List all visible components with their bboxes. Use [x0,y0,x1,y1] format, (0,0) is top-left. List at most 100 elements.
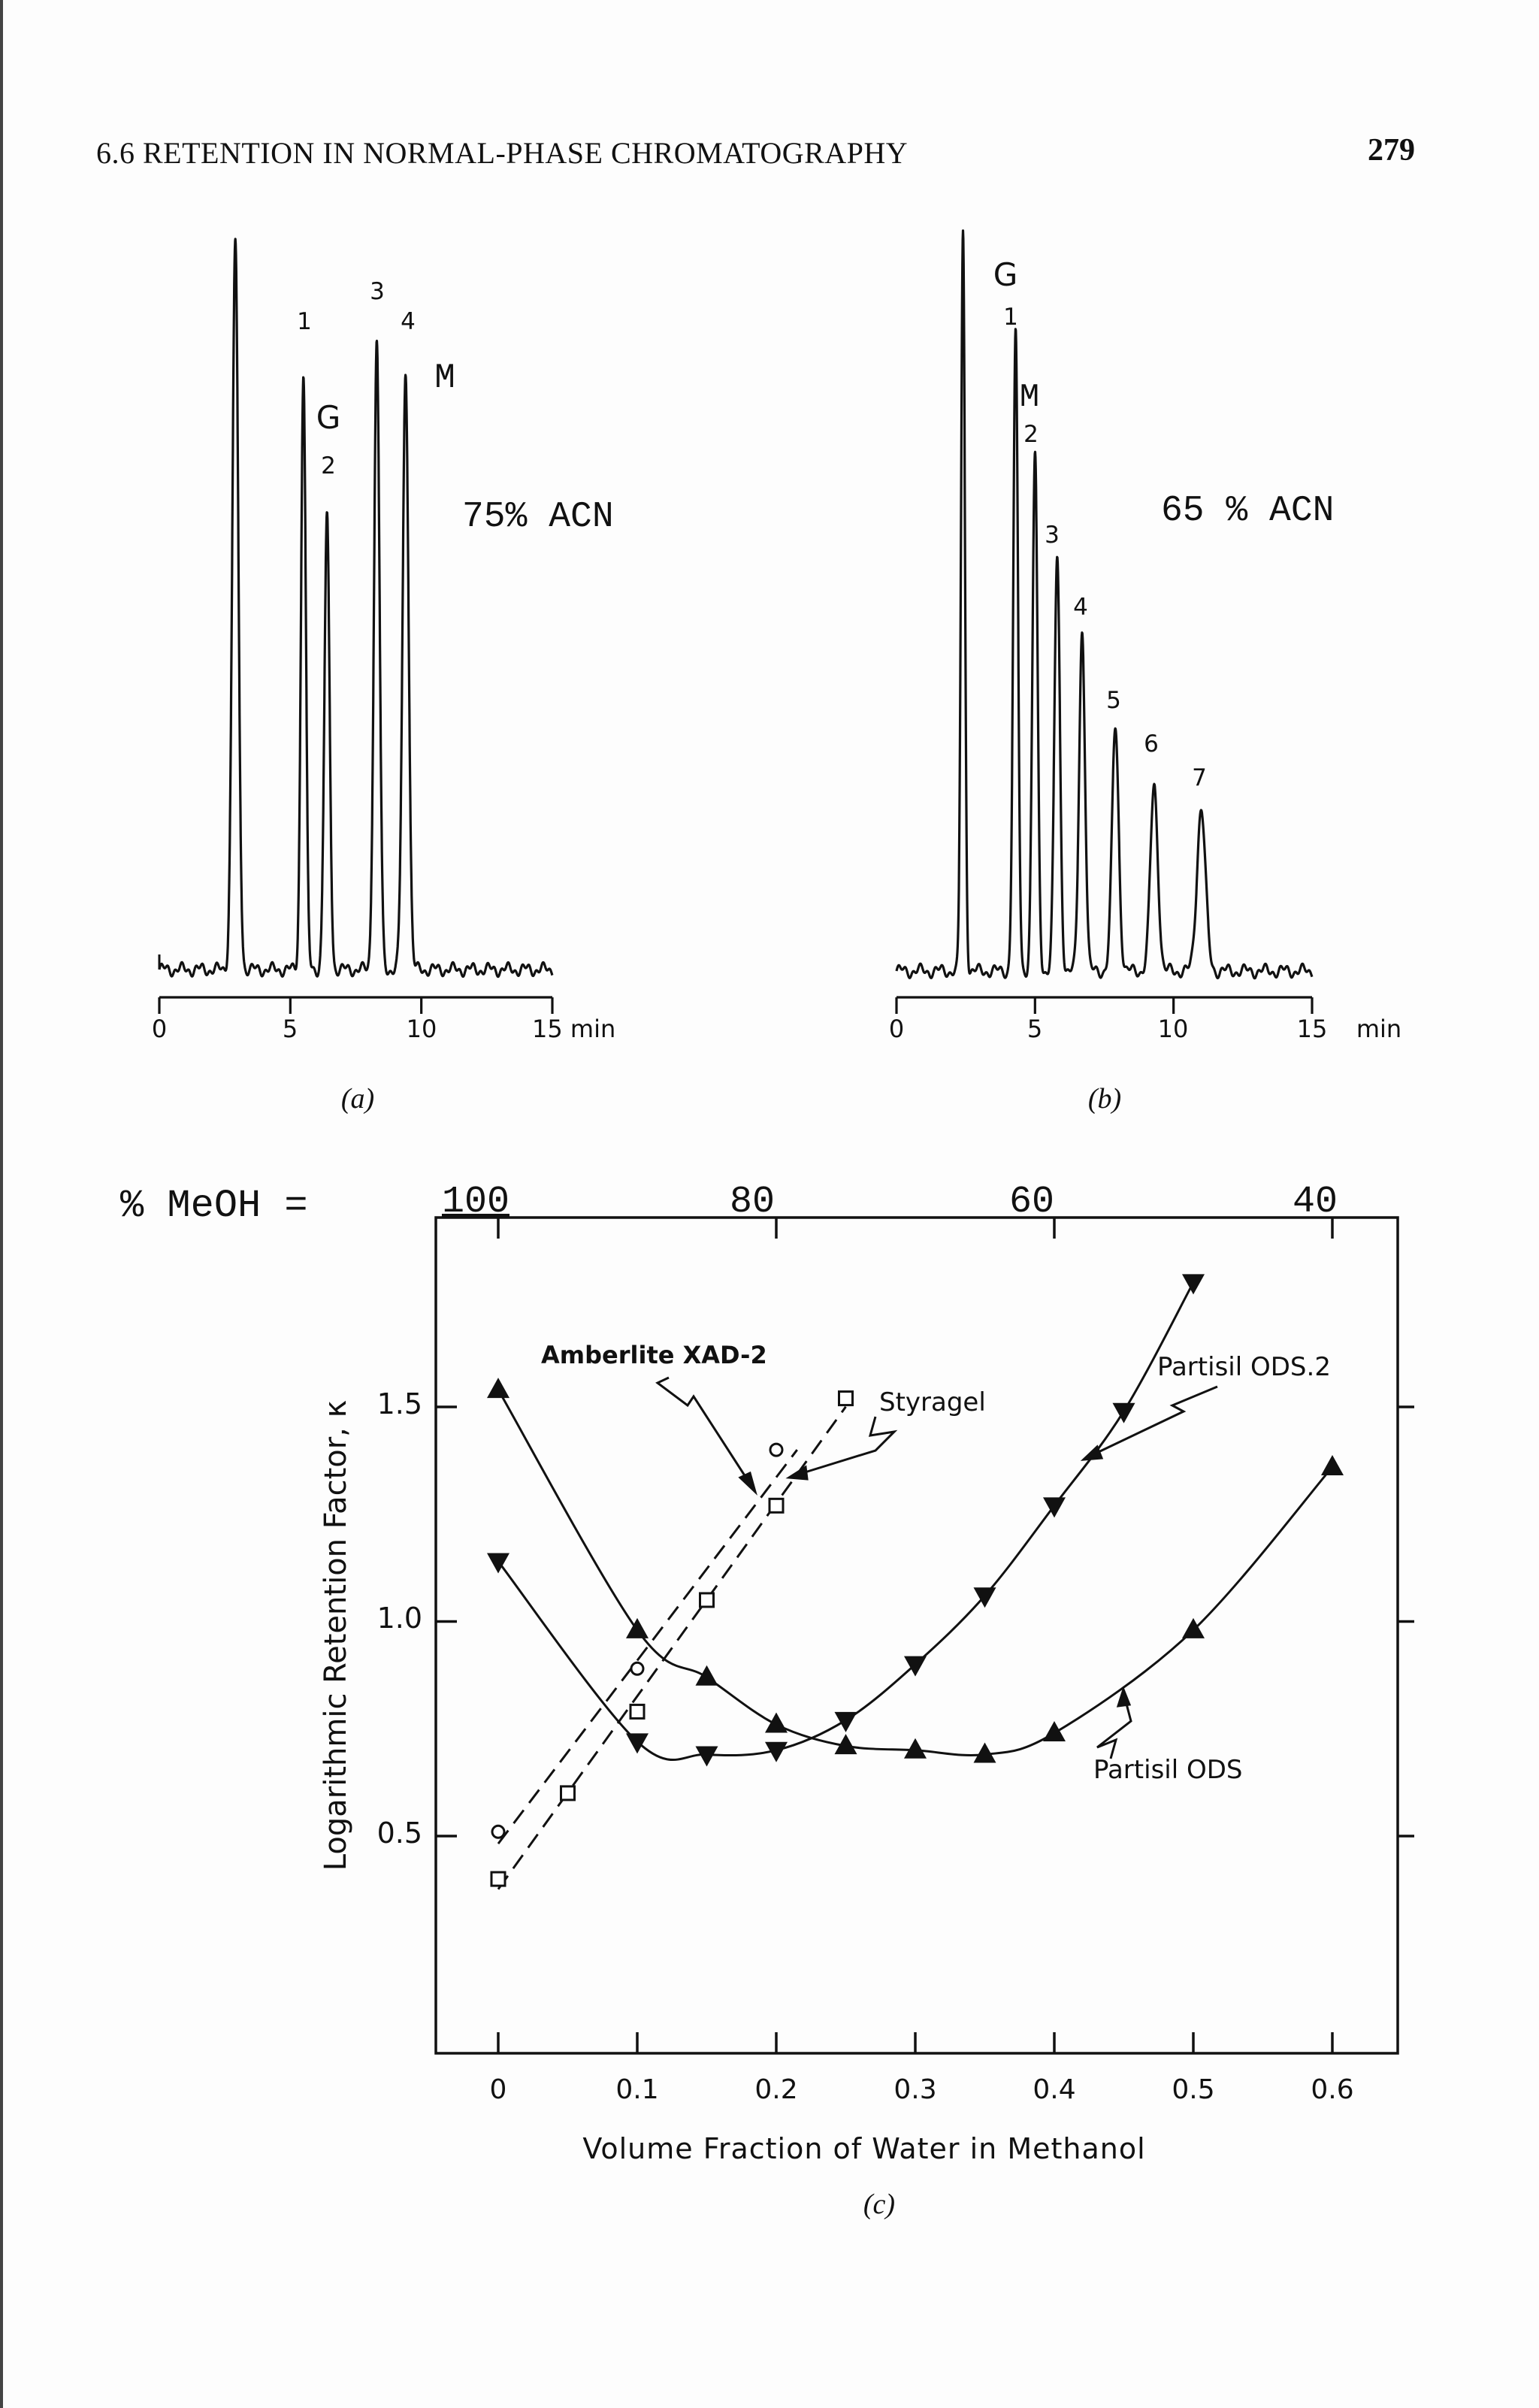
marker-amberlite [491,1824,506,1839]
peak-label-a: 2 [321,452,336,479]
peak-labels-b: G 1 M 2 3 4 5 6 7 [993,256,1207,791]
peak-label-b: 5 [1106,687,1121,714]
chromatogram-a: 0 5 10 15 min 1 G 2 3 4 M 75% ACN (a) [152,237,615,1115]
top-tick-label: 60 [1009,1181,1054,1224]
marker-partisil-ods [1182,1617,1205,1638]
x-tick-label-b: 15 [1297,1015,1328,1043]
marker-styragel [768,1497,785,1514]
marker-partisil-ods2 [695,1746,718,1767]
marker-partisil-ods [765,1712,788,1733]
fit-line-styragel [497,1405,847,1890]
series-label-partisil-ods: Partisil ODS [1093,1755,1243,1785]
marker-partisil-ods [904,1738,927,1759]
marker-partisil-ods [834,1734,857,1755]
panel-label-b: (b) [1088,1083,1121,1115]
peak-label-b: 6 [1144,731,1159,758]
peak-label-b: M [1020,379,1039,416]
page-edge [0,0,3,2408]
data-markers [487,1274,1344,1887]
peak-label-b: 4 [1073,594,1088,621]
top-tick-label: 40 [1293,1181,1338,1224]
marker-partisil-ods2 [487,1553,509,1574]
section-title: 6.6 RETENTION IN NORMAL-PHASE CHROMATOGR… [96,136,909,170]
leader-ods-arrowhead [1116,1686,1132,1708]
retention-plot-c: % MeOH = 100 80 60 40 0 0.1 0.2 0.3 0.4 … [120,1181,1414,2220]
leader-styragel [792,1416,898,1478]
y-axis-title-c: Logarithmic Retention Factor, κ [319,1400,353,1871]
x-tick-label-c: 0.5 [1172,2074,1214,2105]
annotation-a: 75% ACN [462,497,614,537]
marker-partisil-ods2 [626,1733,649,1754]
page-number: 279 [1368,133,1415,168]
plot-frame [434,1216,1399,2055]
marker-partisil-ods [695,1665,718,1686]
marker-partisil-ods [973,1742,996,1763]
marker-partisil-ods2 [1043,1497,1066,1518]
peak-label-a: 4 [401,308,416,335]
series-label-amberlite: Amberlite XAD-2 [541,1341,767,1369]
peak-label-b: 2 [1023,421,1039,448]
marker-styragel [560,1785,576,1801]
peak-label-a: M [434,358,455,398]
leader-styragel-arrowhead [785,1465,809,1481]
chromatogram-a-tick-labels: 0 5 10 15 min [152,1015,615,1043]
marker-partisil-ods2 [1182,1274,1205,1295]
leader-ods [1096,1692,1132,1759]
x-axis-title-c: Volume Fraction of Water in Methanol [582,2132,1145,2165]
panel-label-c: (c) [863,2189,895,2220]
x-tick-label-c: 0 [490,2074,507,2105]
annotation-b: 65 % ACN [1161,491,1334,531]
marker-partisil-ods [1321,1454,1344,1475]
panel-label-a: (a) [341,1083,374,1115]
plot-ticks [436,1218,1414,2053]
marker-partisil-ods [1043,1720,1066,1741]
y-tick-label-c: 1.5 [377,1387,422,1420]
marker-partisil-ods [487,1378,509,1399]
peak-label-b: 3 [1045,522,1060,549]
x-tick-label-b: 0 [889,1015,904,1043]
chromatogram-b-tick-labels: 0 5 10 15 min [889,1015,1401,1043]
peak-labels-a: 1 G 2 3 4 M [297,278,455,479]
fit-line-amberlite [497,1449,798,1845]
y-tick-label-c: 1.0 [377,1602,422,1635]
x-tick-label-a: 0 [152,1015,167,1043]
marker-partisil-ods [626,1617,649,1638]
peak-label-a: G [316,399,341,436]
marker-partisil-ods2 [765,1741,788,1762]
x-tick-label-a: 10 [407,1015,437,1043]
chromatogram-a-trace [158,237,554,979]
x-tick-label-c: 0.6 [1311,2074,1353,2105]
marker-styragel [490,1871,506,1887]
marker-partisil-ods2 [834,1711,857,1732]
top-tick-label: 80 [730,1181,775,1224]
x-tick-label-b: 5 [1027,1015,1042,1043]
x-tick-label-c: 0.1 [615,2074,658,2105]
chromatogram-b-trace [895,229,1314,980]
marker-styragel [699,1592,715,1608]
x-tick-label-c: 0.2 [754,2074,797,2105]
peak-label-a: 3 [370,278,385,305]
marker-partisil-ods2 [904,1656,927,1677]
marker-styragel [838,1390,854,1407]
peak-label-b: 1 [1003,304,1018,331]
series-label-styragel: Styragel [879,1387,986,1417]
y-tick-label-c: 0.5 [377,1817,422,1850]
top-axis-label: % MeOH = [120,1184,308,1228]
marker-styragel [629,1703,646,1720]
x-tick-label-c: 0.3 [893,2074,936,2105]
series-labels: Amberlite XAD-2 Styragel Partisil ODS.2 … [541,1341,1331,1785]
x-tick-label-b: 10 [1158,1015,1189,1043]
leader-amberlite [655,1376,757,1493]
x-tick-label-a: 5 [283,1015,298,1043]
marker-amberlite [769,1442,784,1457]
page-header: 6.6 RETENTION IN NORMAL-PHASE CHROMATOGR… [0,128,1539,180]
x-tick-label-a: 15 min [532,1015,615,1043]
x-tick-label-c: 0.4 [1033,2074,1075,2105]
leader-lines [655,1376,1218,1759]
marker-partisil-ods2 [973,1587,996,1608]
leader-ods2-arrowhead [1080,1444,1104,1461]
curve-partisil-ods [497,1389,1334,1757]
leader-amberlite-arrowhead [738,1471,757,1496]
